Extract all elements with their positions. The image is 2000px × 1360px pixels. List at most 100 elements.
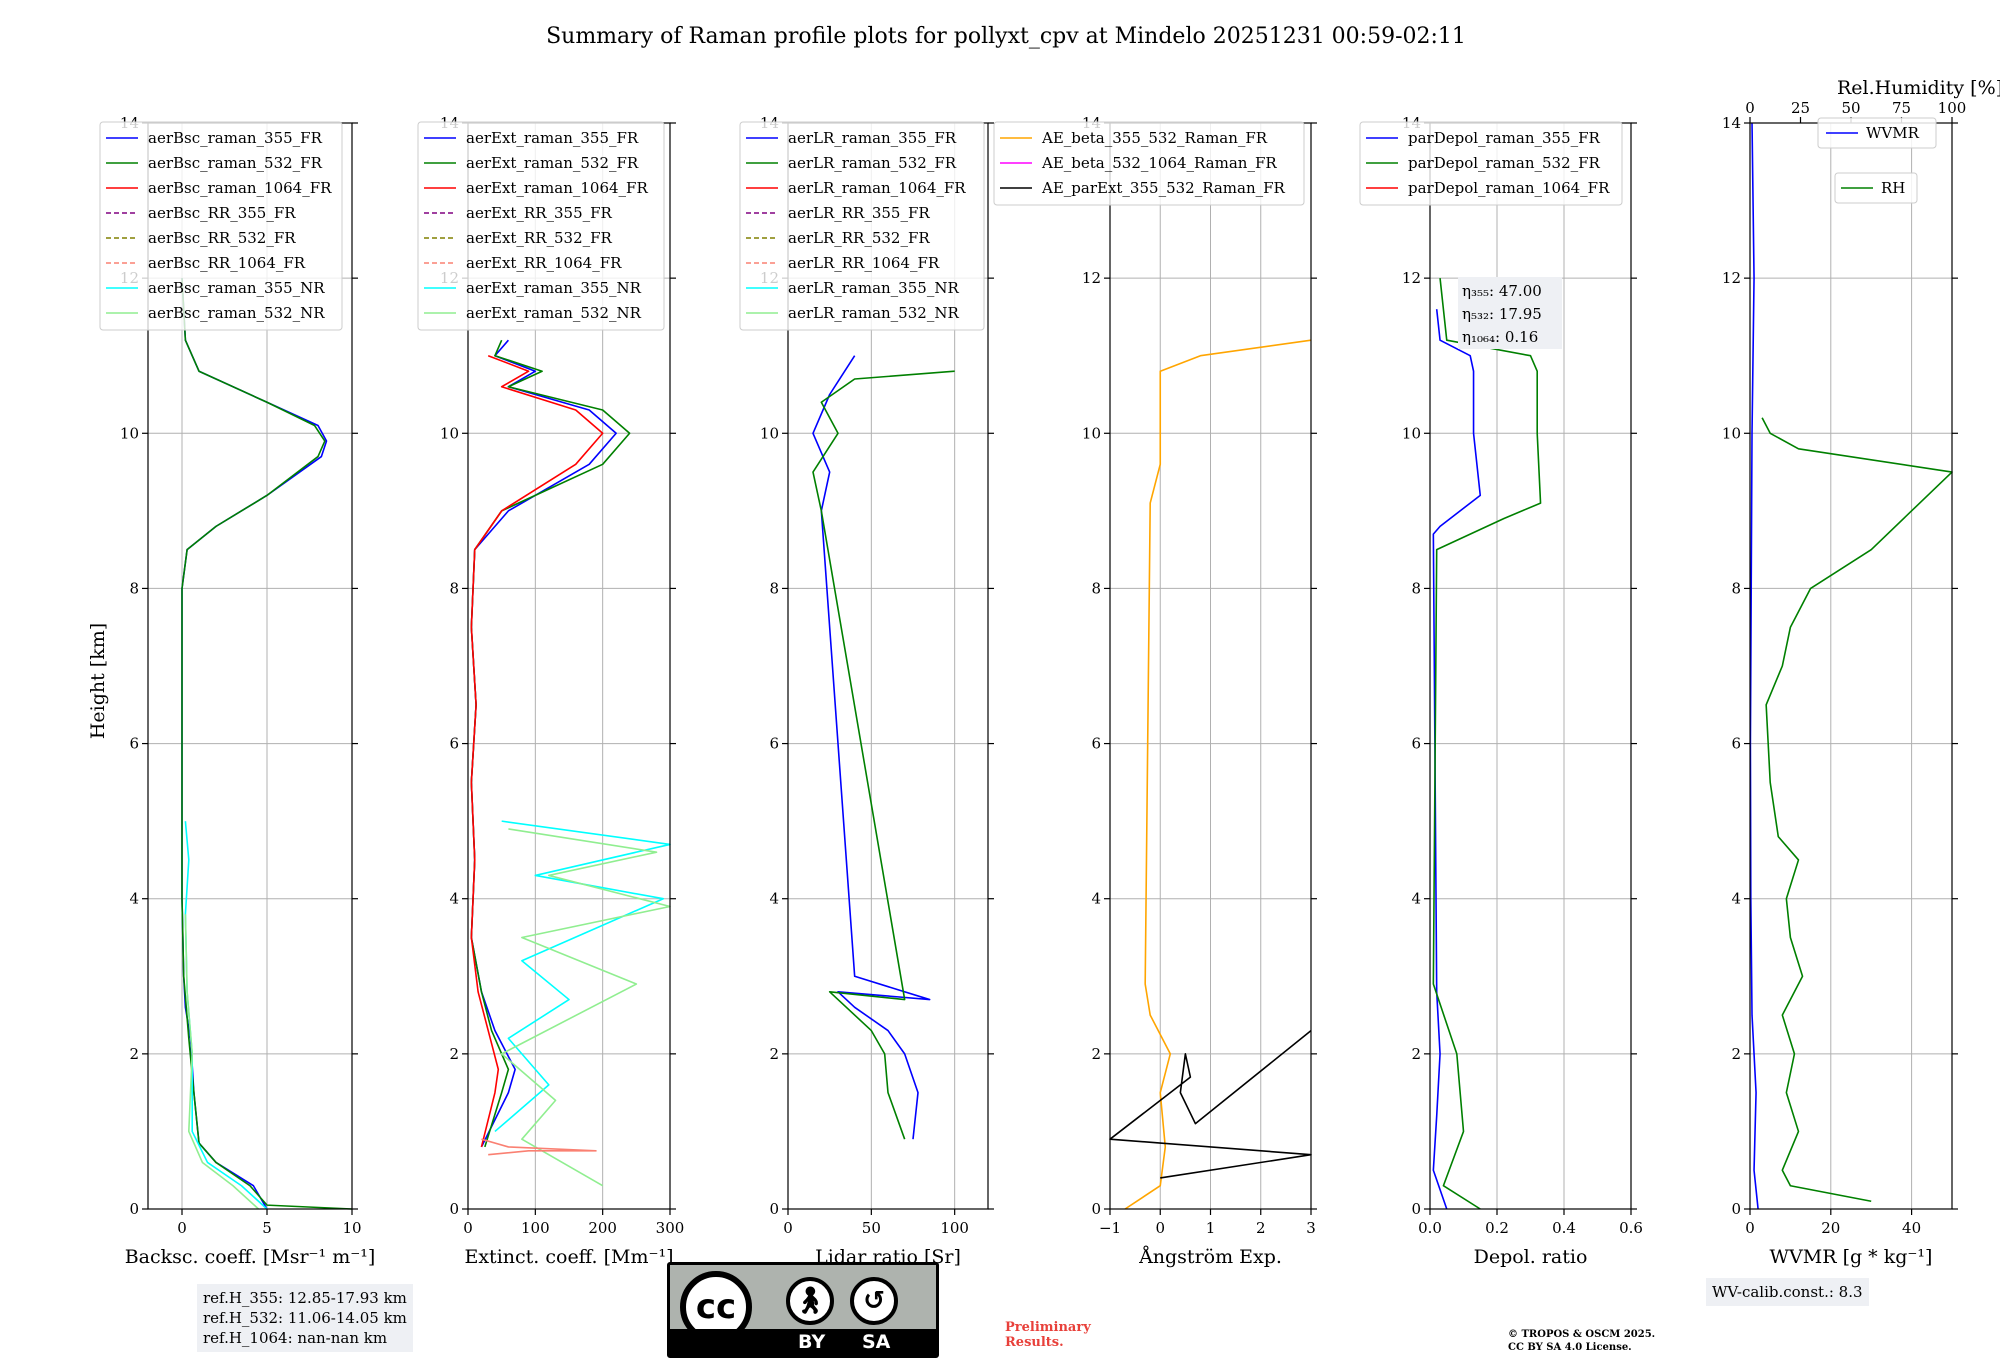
x-tick-label-3: 2 bbox=[1256, 1219, 1266, 1237]
top-tick-label-0: 0 bbox=[1745, 99, 1755, 117]
x-tick-label-0: 0 bbox=[783, 1219, 793, 1237]
figure-title: Summary of Raman profile plots for polly… bbox=[546, 24, 1466, 49]
wv-calib-const: WV-calib.const.: 8.3 bbox=[1712, 1283, 1863, 1301]
y-tick-label-1: 2 bbox=[449, 1045, 459, 1063]
y-tick-label-2: 4 bbox=[1731, 890, 1741, 908]
axes-frame bbox=[1749, 122, 1953, 1210]
legend-label-4: aerBsc_RR_532_FR bbox=[148, 229, 296, 247]
eta-label-2: η₁₀₆₄: 0.16 bbox=[1462, 328, 1538, 346]
y-tick-label-4: 8 bbox=[1731, 579, 1741, 597]
preliminary-note: Preliminary Results. bbox=[1005, 1320, 1091, 1350]
y-tick-label-1: 2 bbox=[769, 1045, 779, 1063]
legend-label-1: aerBsc_raman_532_FR bbox=[148, 154, 323, 172]
legend-label-1: aerExt_raman_532_FR bbox=[466, 154, 639, 172]
legend-label-2: aerExt_raman_1064_FR bbox=[466, 179, 648, 197]
y-tick-label-1: 2 bbox=[1731, 1045, 1741, 1063]
wv-calib-box: WV-calib.const.: 8.3 bbox=[1706, 1278, 1869, 1306]
x-tick-label-1: 0 bbox=[1155, 1219, 1165, 1237]
share-alike-icon: ↺ bbox=[850, 1277, 898, 1325]
legend-label-5: aerLR_RR_1064_FR bbox=[788, 254, 940, 272]
license-by: BY bbox=[798, 1331, 826, 1353]
y-tick-label-2: 4 bbox=[1091, 890, 1101, 908]
y-tick-label-6: 12 bbox=[1722, 269, 1741, 287]
y-tick-label-3: 6 bbox=[449, 735, 459, 753]
legend-label-0: parDepol_raman_355_FR bbox=[1408, 129, 1601, 147]
license-sa: SA bbox=[862, 1331, 891, 1353]
y-tick-label-0: 0 bbox=[769, 1200, 779, 1218]
legend-box bbox=[993, 121, 1305, 206]
y-tick-label-0: 0 bbox=[1091, 1200, 1101, 1218]
y-tick-label-2: 4 bbox=[129, 890, 139, 908]
legend-label-1: aerLR_raman_532_FR bbox=[788, 154, 957, 172]
y-tick-label-3: 6 bbox=[769, 735, 779, 753]
legend-label-2: AE_parExt_355_532_Raman_FR bbox=[1041, 179, 1286, 197]
top-tick-label-4: 100 bbox=[1938, 99, 1967, 117]
legend-label-1: AE_beta_532_1064_Raman_FR bbox=[1041, 154, 1277, 172]
legend-label-0: aerLR_raman_355_FR bbox=[788, 129, 957, 147]
y-tick-label-7: 14 bbox=[1722, 114, 1741, 132]
y-tick-label-6: 12 bbox=[1082, 269, 1101, 287]
x-axis-label: Backsc. coeff. [Msr⁻¹ m⁻¹] bbox=[125, 1246, 376, 1268]
x-tick-label-0: 0.0 bbox=[1418, 1219, 1442, 1237]
rh-axis-label: Rel.Humidity [%] bbox=[1837, 77, 2000, 99]
legend-label-0: aerBsc_raman_355_FR bbox=[148, 129, 323, 147]
x-tick-label-1: 50 bbox=[862, 1219, 881, 1237]
legend-label-0: AE_beta_355_532_Raman_FR bbox=[1041, 129, 1268, 147]
x-tick-label-0: −1 bbox=[1099, 1219, 1121, 1237]
panel-3: 05010002468101214Lidar ratio [Sr]aerLR_r… bbox=[739, 114, 994, 1268]
x-tick-label-2: 100 bbox=[940, 1219, 969, 1237]
y-tick-label-2: 4 bbox=[449, 890, 459, 908]
y-tick-label-4: 8 bbox=[129, 579, 139, 597]
y-tick-label-3: 6 bbox=[1731, 735, 1741, 753]
legend-label-2: aerBsc_raman_1064_FR bbox=[148, 179, 332, 197]
legend-label-3: aerBsc_RR_355_FR bbox=[148, 204, 296, 222]
preliminary-line-1: Preliminary bbox=[1005, 1320, 1091, 1335]
legend-label-7: aerExt_raman_532_NR bbox=[466, 304, 642, 322]
y-tick-label-2: 4 bbox=[1411, 890, 1421, 908]
y-tick-label-6: 12 bbox=[1402, 269, 1421, 287]
legend-label-0: aerExt_raman_355_FR bbox=[466, 129, 639, 147]
ref-height-355: ref.H_355: 12.85-17.93 km bbox=[203, 1289, 407, 1307]
y-tick-label-0: 0 bbox=[129, 1200, 139, 1218]
y-tick-label-4: 8 bbox=[769, 579, 779, 597]
y-tick-label-1: 2 bbox=[129, 1045, 139, 1063]
x-tick-label-2: 40 bbox=[1902, 1219, 1921, 1237]
legend-box bbox=[417, 121, 665, 331]
y-tick-label-3: 6 bbox=[1411, 735, 1421, 753]
copyright-note: © TROPOS & OSCM 2025. CC BY SA 4.0 Licen… bbox=[1508, 1328, 1655, 1354]
panel-6: 0 20 40 0 2 4 6 8 10 12 14 WVMR [g * kg⁻¹] 0 25 50 75 10… bbox=[1722, 99, 1966, 1268]
series-parDepol_raman_355_FR bbox=[1432, 309, 1482, 1210]
x-tick-label-2: 0.4 bbox=[1552, 1219, 1576, 1237]
legend-label-7: aerBsc_raman_532_NR bbox=[148, 304, 325, 322]
series-aerBsc_raman_532_NR bbox=[184, 914, 260, 1210]
series-aerLR_raman_355_FR bbox=[812, 355, 931, 1140]
legend-label-5: aerBsc_RR_1064_FR bbox=[148, 254, 306, 272]
ref-height-532: ref.H_532: 11.06-14.05 km bbox=[203, 1309, 407, 1327]
y-axis-label: Height [km] bbox=[87, 623, 109, 739]
legend-label-1: RH bbox=[1881, 179, 1905, 197]
legend-label-7: aerLR_raman_532_NR bbox=[788, 304, 959, 322]
legend-label-2: parDepol_raman_1064_FR bbox=[1408, 179, 1610, 197]
series-aerLR_raman_532_FR bbox=[812, 370, 955, 1140]
license-strip bbox=[670, 1329, 936, 1355]
y-tick-label-4: 8 bbox=[1411, 579, 1421, 597]
x-tick-label-3: 300 bbox=[656, 1219, 685, 1237]
series-RH bbox=[1761, 417, 1953, 1203]
y-tick-label-3: 6 bbox=[1091, 735, 1101, 753]
x-tick-label-1: 20 bbox=[1821, 1219, 1840, 1237]
top-tick-label-1: 25 bbox=[1791, 99, 1810, 117]
x-tick-label-2: 1 bbox=[1206, 1219, 1216, 1237]
top-tick-label-2: 50 bbox=[1841, 99, 1860, 117]
panel-1: 051002468101214Backsc. coeff. [Msr⁻¹ m⁻¹… bbox=[99, 114, 376, 1268]
legend-label-5: aerExt_RR_1064_FR bbox=[466, 254, 622, 272]
y-tick-label-0: 0 bbox=[1411, 1200, 1421, 1218]
legend-box bbox=[1359, 121, 1623, 206]
series-aerExt_RR_1064_FR bbox=[481, 1138, 597, 1156]
y-tick-label-5: 10 bbox=[440, 424, 459, 442]
copyright-line-1: © TROPOS & OSCM 2025. bbox=[1508, 1329, 1656, 1340]
legend-box-1 bbox=[1834, 172, 1918, 204]
cc-license-badge: cc 🚶︎ ↺ BY SA bbox=[667, 1262, 939, 1358]
legend-label-4: aerExt_RR_532_FR bbox=[466, 229, 613, 247]
x-tick-label-0: 0 bbox=[1745, 1219, 1755, 1237]
